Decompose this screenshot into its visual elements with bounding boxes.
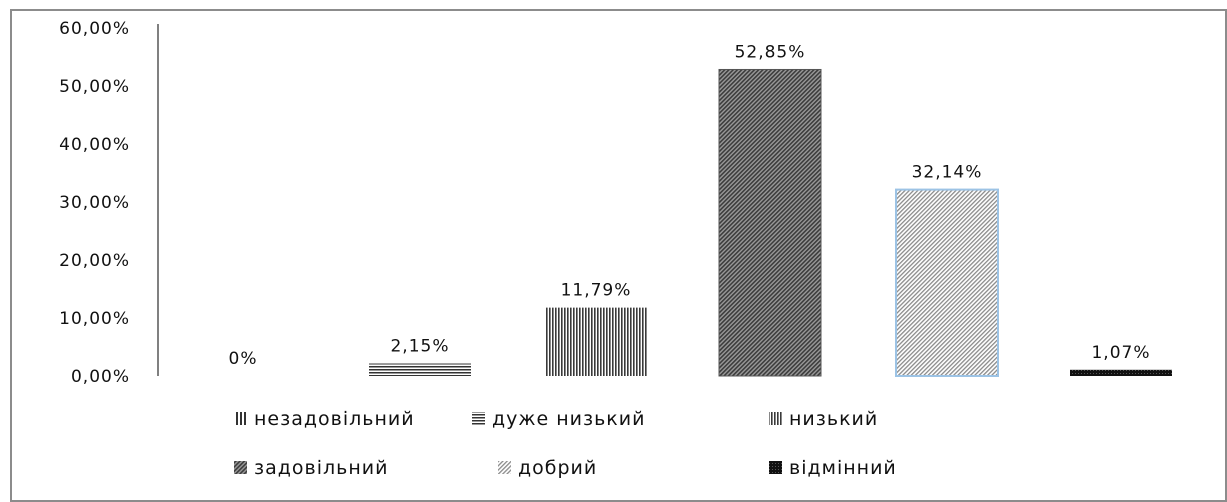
y-tick-label: 60,00% — [59, 19, 130, 39]
legend-item-2: низький — [769, 408, 878, 430]
legend-label: відмінний — [789, 457, 897, 479]
data-labels: 0% 2,15% 11,79% 52,85% 32,14% 1,07% — [229, 42, 1150, 369]
y-tick-label: 40,00% — [59, 135, 130, 155]
bar-1 — [369, 363, 471, 376]
data-label-2: 11,79% — [561, 281, 632, 301]
legend-swatch — [234, 461, 247, 474]
data-label-0: 0% — [229, 349, 258, 369]
legend-label: незадовільний — [254, 408, 415, 430]
y-tick-label: 20,00% — [59, 251, 130, 271]
data-label-3: 52,85% — [735, 42, 806, 62]
chart-border — [10, 9, 1227, 502]
legend-swatch — [472, 412, 485, 425]
y-tick-label: 0,00% — [71, 367, 130, 387]
y-tick-label: 50,00% — [59, 77, 130, 97]
legend-label: добрий — [518, 457, 597, 479]
data-label-4: 32,14% — [912, 163, 983, 183]
legend-item-0: незадовільний — [234, 408, 415, 430]
y-axis: 0,00% 10,00% 20,00% 30,00% 40,00% 50,00% 60,00… — [59, 19, 159, 387]
bar-3 — [718, 68, 822, 377]
legend-label: задовільний — [254, 457, 388, 479]
legend-swatch — [769, 412, 782, 425]
legend-item-4: добрий — [498, 457, 597, 479]
legend-label: низький — [789, 408, 878, 430]
y-tick-label: 30,00% — [59, 193, 130, 213]
bar-4 — [895, 188, 999, 377]
legend-item-1: дуже низький — [472, 408, 645, 430]
legend-swatch — [234, 412, 247, 425]
bar-5 — [1070, 369, 1172, 376]
legend-swatch — [769, 461, 782, 474]
legend-label: дуже низький — [492, 408, 645, 430]
bar-2 — [545, 307, 647, 376]
legend-swatch — [498, 461, 511, 474]
legend-item-3: задовільний — [234, 457, 388, 479]
y-tick-label: 10,00% — [59, 309, 130, 329]
data-label-5: 1,07% — [1091, 343, 1150, 363]
bars — [369, 68, 1172, 377]
legend: незадовільний дуже низький низький задовіль… — [234, 408, 897, 479]
legend-item-5: відмінний — [769, 457, 897, 479]
data-label-1: 2,15% — [390, 337, 449, 357]
